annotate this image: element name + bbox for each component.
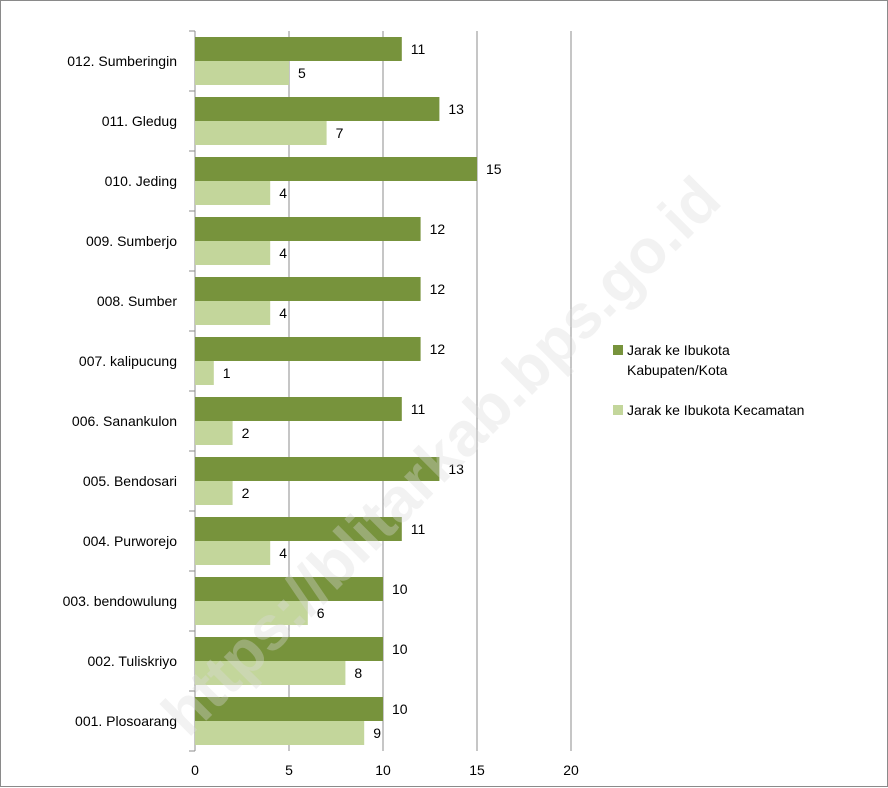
- category-label: 007. kalipucung: [79, 353, 177, 369]
- bar-kabupaten: [195, 217, 421, 241]
- bar-kecamatan: [195, 361, 214, 385]
- bar-kabupaten: [195, 637, 383, 661]
- category-label: 002. Tuliskriyo: [88, 653, 178, 669]
- data-label-kabupaten: 11: [411, 521, 426, 537]
- bar-kabupaten: [195, 697, 383, 721]
- bar-kabupaten: [195, 517, 402, 541]
- data-label-kecamatan: 4: [279, 545, 287, 561]
- data-label-kecamatan: 6: [317, 605, 325, 621]
- bar-kabupaten: [195, 277, 421, 301]
- bar-kecamatan: [195, 121, 327, 145]
- data-label-kecamatan: 1: [223, 365, 231, 381]
- data-label-kabupaten: 11: [411, 41, 426, 57]
- bar-kabupaten: [195, 397, 402, 421]
- bar-kecamatan: [195, 481, 233, 505]
- legend-swatch: [613, 345, 623, 355]
- data-label-kecamatan: 7: [336, 125, 344, 141]
- bar-kabupaten: [195, 37, 402, 61]
- data-label-kabupaten: 13: [448, 101, 464, 117]
- bar-kabupaten: [195, 457, 440, 481]
- legend-label: Jarak ke Ibukota Kecamatan: [627, 402, 804, 418]
- data-label-kecamatan: 5: [298, 65, 306, 81]
- category-label: 004. Purworejo: [83, 533, 177, 549]
- bar-kecamatan: [195, 661, 346, 685]
- data-label-kabupaten: 10: [392, 701, 408, 717]
- bar-kabupaten: [195, 577, 383, 601]
- data-label-kecamatan: 9: [373, 725, 381, 741]
- data-label-kabupaten: 12: [430, 281, 446, 297]
- bar-kecamatan: [195, 601, 308, 625]
- category-label: 006. Sanankulon: [72, 413, 177, 429]
- category-label: 005. Bendosari: [83, 473, 177, 489]
- category-label: 009. Sumberjo: [86, 233, 177, 249]
- category-label: 001. Plosoarang: [75, 713, 177, 729]
- data-label-kecamatan: 2: [242, 485, 250, 501]
- bar-kecamatan: [195, 541, 271, 565]
- x-tick-label: 15: [469, 762, 485, 778]
- data-label-kabupaten: 13: [448, 461, 464, 477]
- legend-label: Kabupaten/Kota: [627, 362, 728, 378]
- data-label-kecamatan: 4: [279, 185, 287, 201]
- bar-kecamatan: [195, 301, 271, 325]
- bar-kecamatan: [195, 421, 233, 445]
- bar-kabupaten: [195, 337, 421, 361]
- bar-kecamatan: [195, 721, 365, 745]
- category-label: 010. Jeding: [105, 173, 177, 189]
- bars: [195, 37, 477, 745]
- category-label: 008. Sumber: [97, 293, 177, 309]
- data-label-kabupaten: 15: [486, 161, 502, 177]
- bar-kabupaten: [195, 157, 477, 181]
- category-labels: 001. Plosoarang 002. Tuliskriyo 003. bendo…: [63, 53, 178, 729]
- data-label-kabupaten: 12: [430, 221, 446, 237]
- x-tick-label: 20: [563, 762, 579, 778]
- bar-kecamatan: [195, 61, 289, 85]
- x-tick-label: 10: [375, 762, 391, 778]
- legend-swatch: [613, 405, 623, 415]
- data-label-kabupaten: 11: [411, 401, 426, 417]
- data-label-kabupaten: 10: [392, 641, 408, 657]
- bar-kecamatan: [195, 241, 271, 265]
- data-label-kecamatan: 8: [354, 665, 362, 681]
- category-label: 011. Gledug: [102, 113, 177, 129]
- data-label-kecamatan: 4: [279, 245, 287, 261]
- legend-label: Jarak ke Ibukota: [627, 342, 730, 358]
- category-label: 003. bendowulung: [63, 593, 177, 609]
- category-label: 012. Sumberingin: [67, 53, 177, 69]
- bar-kabupaten: [195, 97, 440, 121]
- bar-kecamatan: [195, 181, 271, 205]
- legend: Jarak ke Ibukota Kabupaten/Kota Jarak ke I…: [613, 342, 804, 418]
- data-label-kecamatan: 2: [242, 425, 250, 441]
- data-label-kecamatan: 4: [279, 305, 287, 321]
- x-tick-label: 5: [285, 762, 293, 778]
- x-axis-ticks: 0 5 10 15 20: [189, 30, 579, 778]
- data-label-kabupaten: 10: [392, 581, 408, 597]
- data-label-kabupaten: 12: [430, 341, 446, 357]
- x-tick-label: 0: [191, 762, 199, 778]
